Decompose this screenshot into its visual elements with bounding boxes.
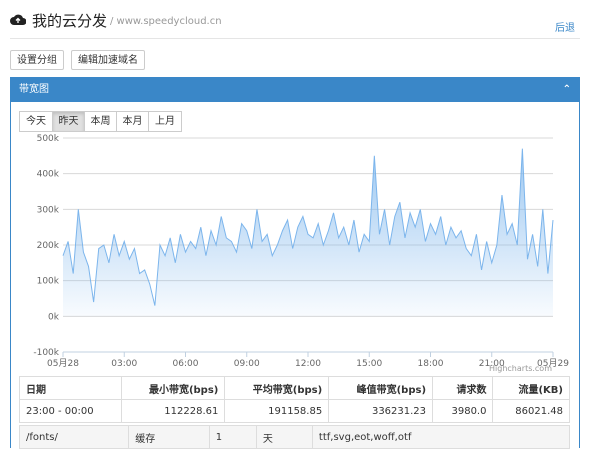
- page-subtitle: / www.speedycloud.cn: [110, 16, 222, 27]
- tab[interactable]: 本周: [84, 111, 117, 132]
- y-tick-label: 500k: [37, 134, 60, 144]
- table-cell: 缓存: [128, 425, 210, 449]
- collapse-icon[interactable]: ⌃: [562, 84, 571, 95]
- y-tick-label: -100k: [33, 348, 59, 358]
- tab-label: 上月: [155, 116, 175, 127]
- y-tick-label: 400k: [37, 170, 60, 180]
- tab[interactable]: 上月: [148, 111, 182, 132]
- panel: 带宽图 ⌃: [10, 77, 580, 448]
- edit-button[interactable]: 编辑加速域名: [71, 50, 145, 70]
- x-tick-label: 06:00: [173, 359, 199, 369]
- x-tick-label: 15:00: [356, 359, 382, 369]
- y-tick-label: 300k: [37, 205, 60, 215]
- y-tick-label: 0k: [48, 312, 60, 322]
- table-cell: 3980.0: [432, 399, 494, 423]
- column-header: 平均带宽(bps): [224, 376, 330, 400]
- series-line: [62, 148, 554, 306]
- tab-label: 本月: [122, 116, 143, 127]
- table-cell: /fonts/: [18, 425, 130, 449]
- table-cell: 112228.61: [120, 399, 226, 423]
- credit[interactable]: Highcharts.com: [489, 364, 552, 373]
- tab-label: 昨天: [58, 116, 79, 127]
- cloud-icon: [10, 14, 26, 25]
- table-cell: 23:00 - 00:00: [19, 399, 122, 423]
- tab[interactable]: 本月: [116, 111, 149, 132]
- area-fill: [63, 148, 553, 317]
- column-header: 请求数: [432, 376, 494, 400]
- x-tick-label: 05月29: [537, 358, 569, 369]
- column-header: 最小带宽(bps): [120, 376, 226, 400]
- table-cell: ttf,svg,eot,woff,otf: [311, 425, 571, 449]
- button-label: 设置分组: [17, 55, 57, 66]
- x-tick-label: 09:00: [234, 359, 260, 369]
- divider: [10, 38, 580, 39]
- rule-table: /fonts/缓存 1 天 ttf,svg,eot,woff,otf: [18, 425, 571, 449]
- column-header: 日期: [19, 376, 122, 400]
- header-row: 日期 最小带宽(bps) 平均带宽(bps) 峰值带宽(bps) 请求数 流量(KB): [19, 376, 570, 400]
- panel-header[interactable]: 带宽图 ⌃: [11, 78, 579, 102]
- tab-label: 今天: [26, 116, 46, 127]
- x-tick-label: 21:00: [479, 359, 505, 369]
- button-label: 编辑加速域名: [78, 55, 138, 66]
- page-title: 我的云分发: [32, 12, 108, 30]
- table-cell: 336231.23: [328, 399, 434, 423]
- back-link[interactable]: 后退: [555, 23, 575, 34]
- chart: -100k 0k 100k 200k 300k 400k 500k 05月28 03:00 06:…: [33, 134, 569, 373]
- panel-title: 带宽图: [19, 84, 49, 95]
- y-tick-label: 100k: [37, 277, 60, 287]
- group-button[interactable]: 设置分组: [10, 50, 64, 70]
- stats-table: 日期 最小带宽(bps) 平均带宽(bps) 峰值带宽(bps) 请求数 流量(KB) 2…: [19, 376, 570, 423]
- tab[interactable]: 今天: [19, 111, 53, 132]
- y-tick-label: 200k: [37, 241, 60, 251]
- column-header: 流量(KB): [492, 376, 570, 400]
- table-cell: 191158.85: [224, 399, 330, 423]
- data-row: 23:00 - 00:00 112228.61 191158.85 336231.23…: [19, 399, 570, 423]
- x-tick-label: 03:00: [111, 359, 137, 369]
- x-tick-label: 05月28: [47, 358, 79, 369]
- column-header: 峰值带宽(bps): [328, 376, 434, 400]
- rule-row: /fonts/缓存 1 天 ttf,svg,eot,woff,otf: [18, 425, 571, 449]
- table-cell: 86021.48: [492, 399, 570, 423]
- tab-label: 本周: [90, 116, 111, 127]
- tab-active[interactable]: 昨天: [52, 111, 85, 132]
- table-cell: 1: [208, 425, 257, 449]
- table-cell: 天: [255, 425, 313, 449]
- x-tick-label: 12:00: [295, 359, 321, 369]
- x-tick-label: 18:00: [418, 359, 444, 369]
